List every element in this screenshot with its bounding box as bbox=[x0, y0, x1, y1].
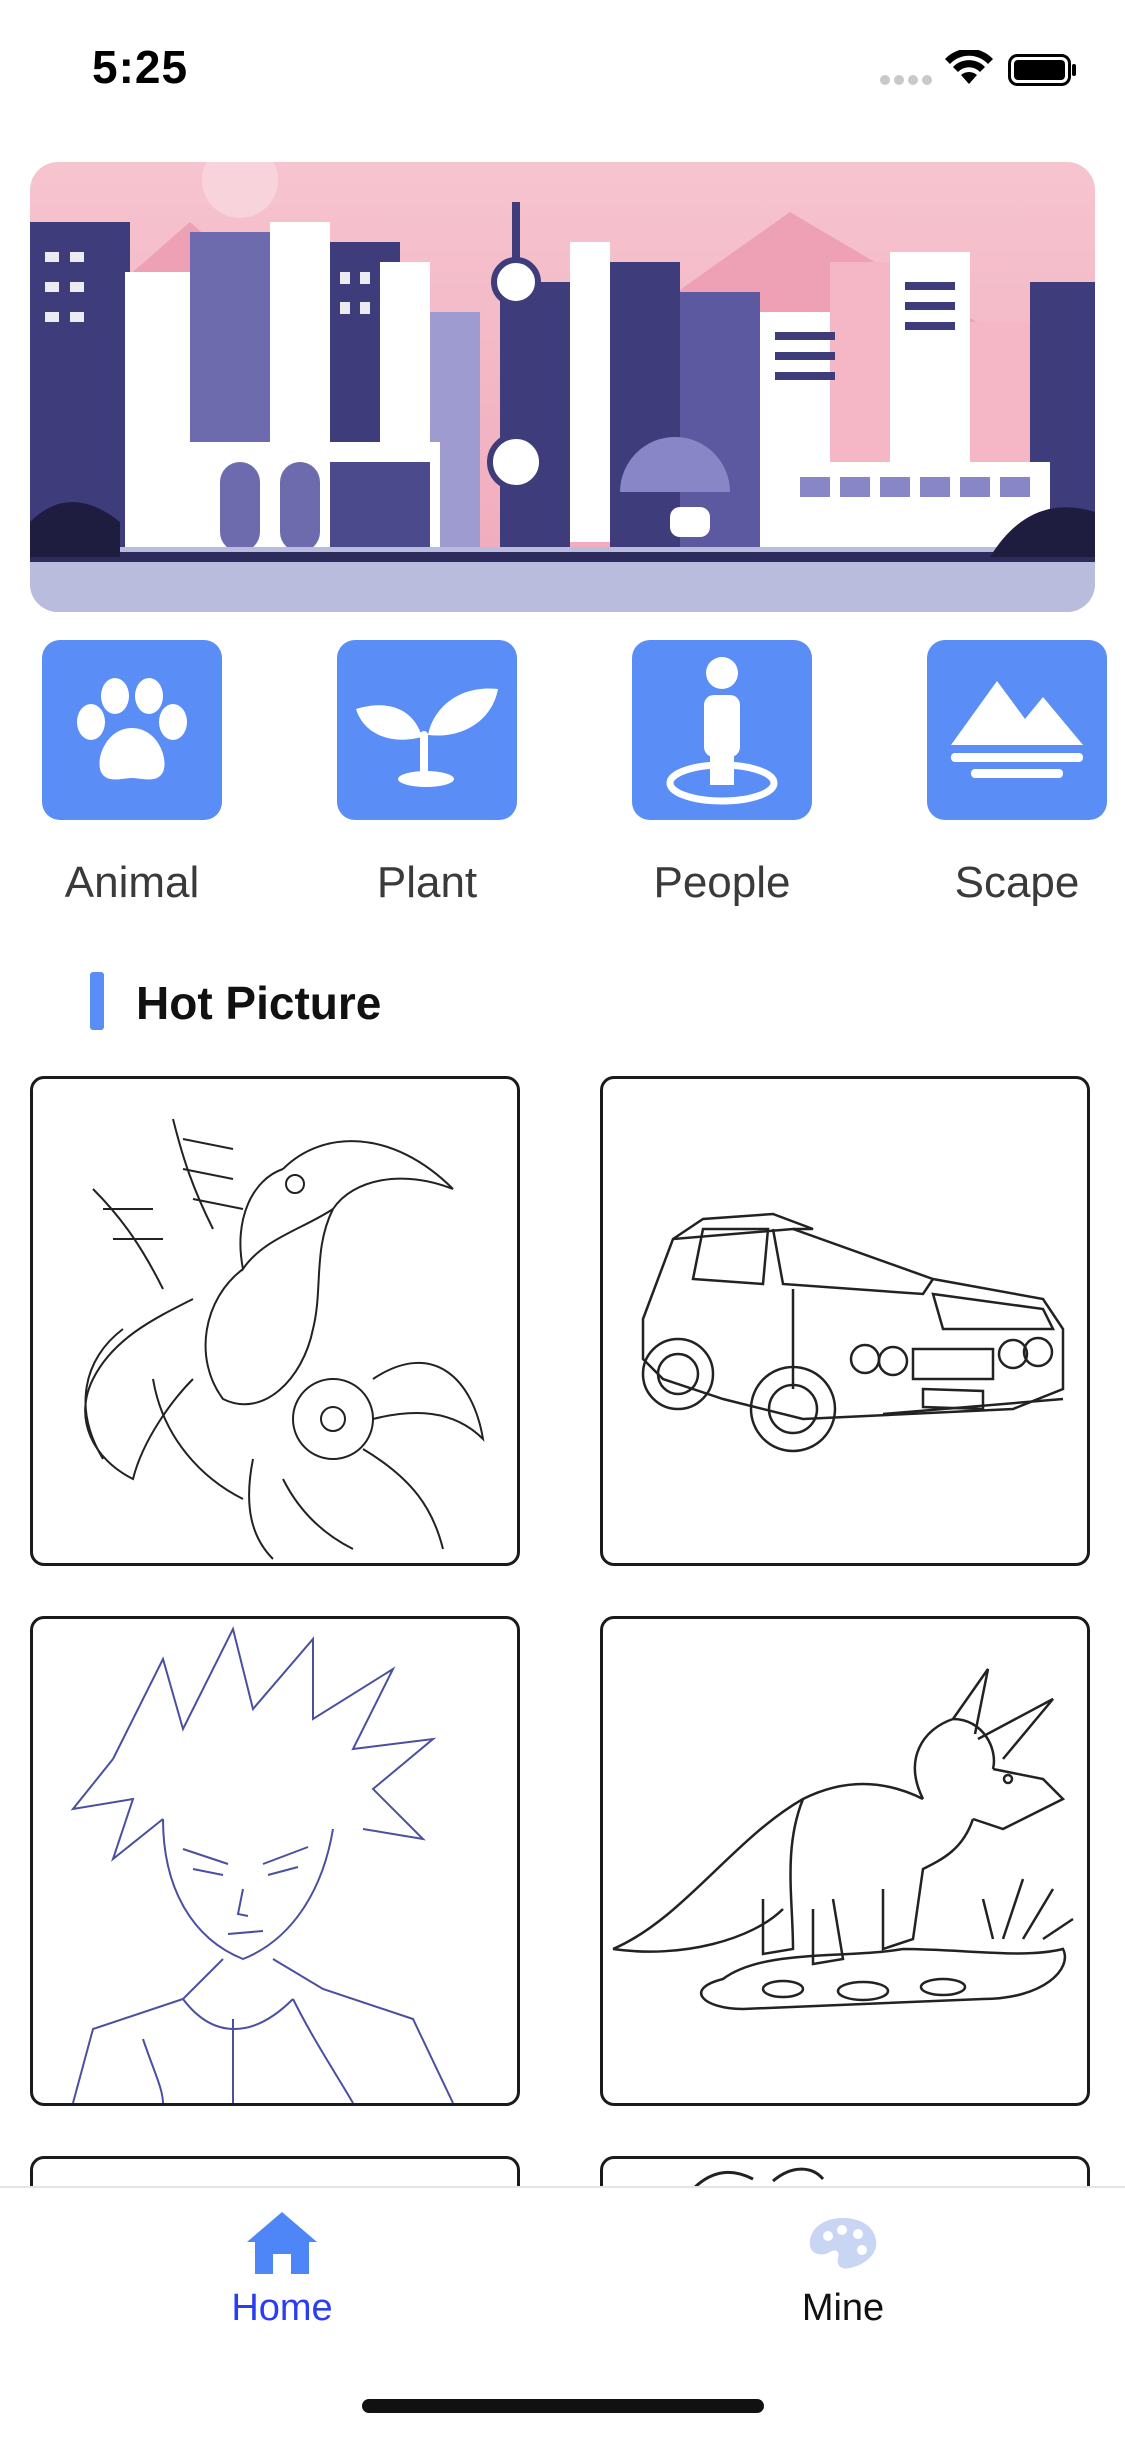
toucan-drawing bbox=[84, 1118, 485, 1560]
section-title: Hot Picture bbox=[136, 977, 382, 1029]
category-people-tile[interactable] bbox=[632, 640, 812, 820]
home-icon bbox=[247, 2212, 317, 2274]
sprout-icon bbox=[356, 688, 498, 787]
category-people-label: People bbox=[653, 858, 791, 907]
status-bar: 5:25 bbox=[0, 0, 1125, 140]
category-people[interactable]: People bbox=[632, 640, 812, 907]
category-scape-tile[interactable] bbox=[927, 640, 1107, 820]
tab-home[interactable]: Home bbox=[132, 2210, 432, 2330]
category-animal[interactable]: Animal bbox=[42, 640, 222, 907]
section-accent-bar bbox=[90, 972, 104, 1030]
category-plant-label: Plant bbox=[376, 858, 478, 907]
category-row: Animal Plant People bbox=[0, 640, 1125, 920]
category-scape-label: Scape bbox=[954, 858, 1080, 907]
car-drawing bbox=[641, 1212, 1065, 1453]
wifi-icon bbox=[945, 50, 993, 84]
category-scape[interactable]: Scape bbox=[927, 640, 1107, 907]
picture-card-partial-right[interactable] bbox=[600, 2156, 1090, 2186]
category-plant[interactable]: Plant bbox=[337, 640, 517, 907]
person-pin-icon bbox=[666, 657, 778, 805]
anime-character-drawing bbox=[70, 1626, 454, 2103]
tab-bar: Home Mine bbox=[0, 2186, 1125, 2438]
picture-card-anime[interactable] bbox=[30, 1616, 520, 2106]
category-animal-label: Animal bbox=[64, 858, 200, 907]
home-indicator bbox=[362, 2399, 764, 2413]
palette-icon bbox=[809, 2218, 877, 2269]
picture-grid bbox=[0, 1076, 1125, 2186]
picture-card-car[interactable] bbox=[600, 1076, 1090, 1566]
tab-mine[interactable]: Mine bbox=[693, 2210, 993, 2330]
picture-card-toucan[interactable] bbox=[30, 1076, 520, 1566]
category-plant-tile[interactable] bbox=[337, 640, 517, 820]
picture-card-partial-left[interactable] bbox=[30, 2156, 520, 2186]
signal-icon bbox=[880, 75, 932, 85]
paw-icon bbox=[77, 678, 187, 780]
category-animal-tile[interactable] bbox=[42, 640, 222, 820]
mountain-icon bbox=[951, 681, 1083, 778]
status-time: 5:25 bbox=[92, 41, 189, 93]
tab-home-label: Home bbox=[231, 2287, 333, 2329]
battery-icon bbox=[1008, 54, 1076, 86]
triceratops-drawing bbox=[612, 1668, 1074, 2011]
picture-card-triceratops[interactable] bbox=[600, 1616, 1090, 2106]
tab-mine-label: Mine bbox=[801, 2287, 885, 2329]
city-banner-image[interactable] bbox=[30, 162, 1095, 612]
